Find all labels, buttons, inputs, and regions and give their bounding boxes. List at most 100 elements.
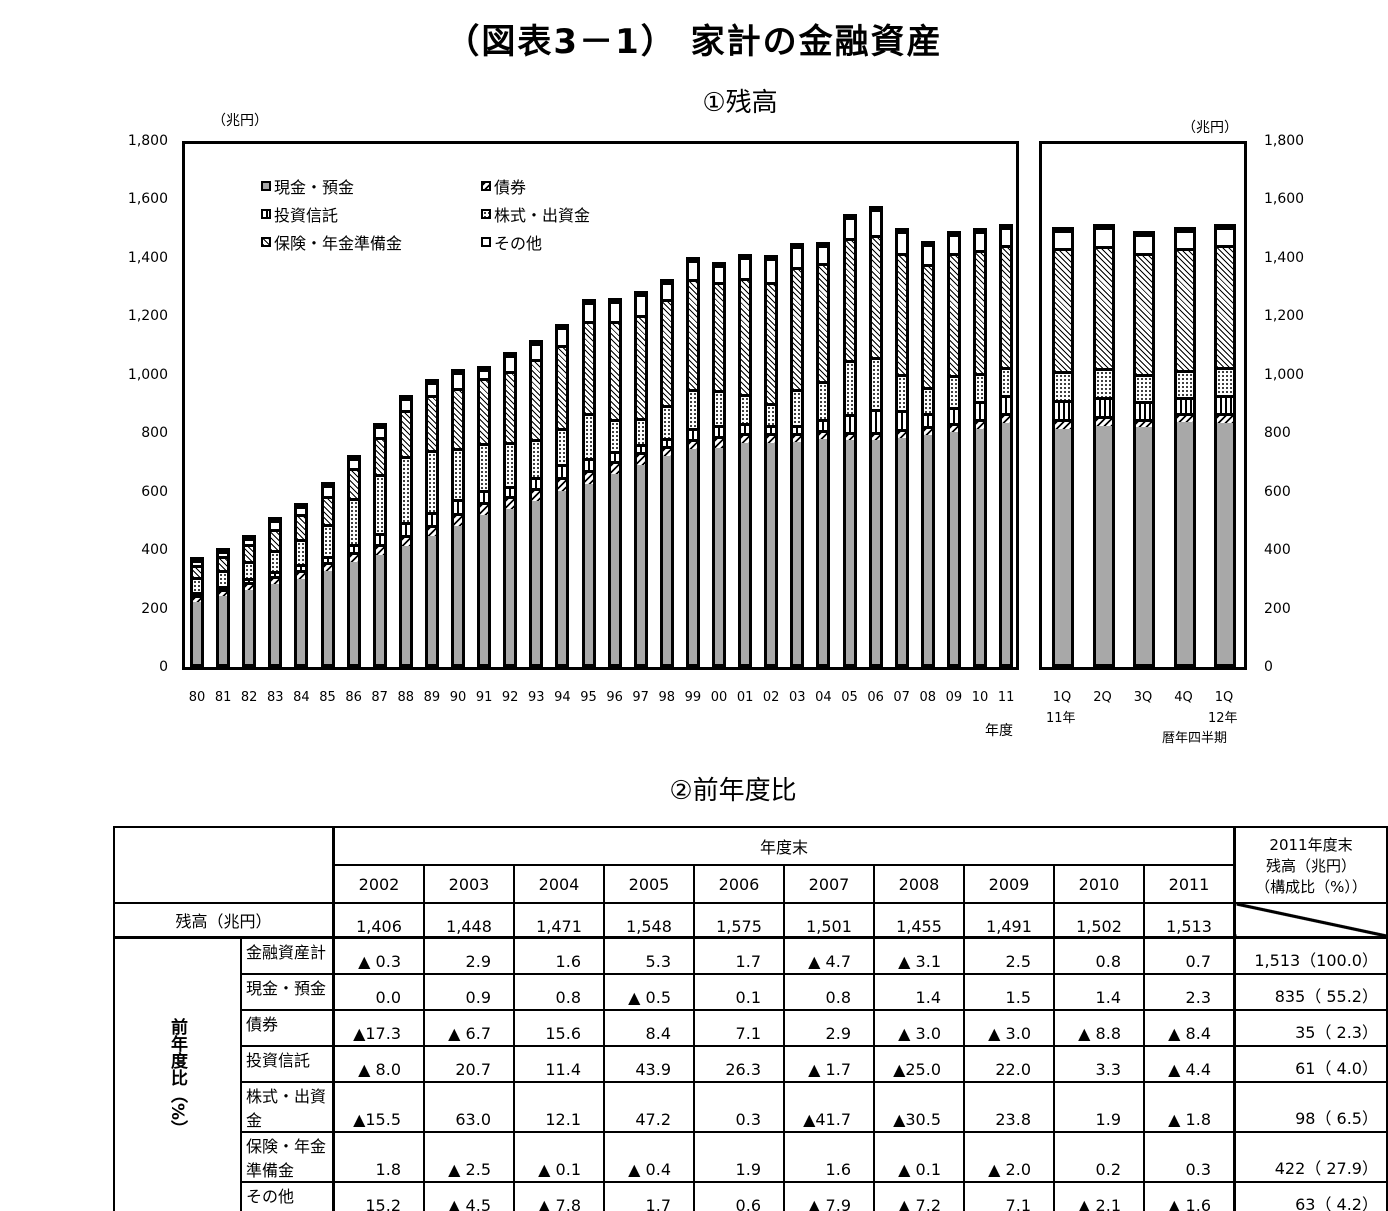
stacked-bar — [1173, 226, 1196, 667]
yoy-value: ▲ 0.3 — [332, 936, 425, 975]
stacked-bar — [503, 351, 518, 667]
yoy-value: ▲ 0.1 — [873, 1131, 965, 1183]
bar-segment — [1095, 415, 1112, 426]
x-tick-label: 94 — [554, 690, 571, 705]
legend-swatch-icon — [481, 237, 491, 247]
x-tick-label: 09 — [945, 690, 963, 705]
bar-segment — [1055, 248, 1071, 372]
x-tick-label: 11 — [997, 690, 1015, 705]
bar-segment — [845, 414, 854, 432]
x-tick-label: 1Q — [1214, 690, 1234, 705]
yoy-value: 2.9 — [783, 1009, 875, 1047]
bar-segment — [193, 602, 201, 664]
stacked-bar — [190, 556, 204, 667]
yoy-value: ▲ 8.4 — [1143, 1009, 1236, 1047]
stacked-bar — [868, 206, 883, 667]
yoy-row: 株式・出資金 ▲15.5 63.0 12.1 47.2 0.3 ▲41.7 ▲30.5 23.8… — [114, 1081, 1388, 1133]
yoy-value: 26.3 — [693, 1045, 785, 1083]
bar-segment — [897, 252, 906, 375]
stacked-bar — [712, 261, 726, 667]
composition-value: 422（ 27.9） — [1233, 1131, 1388, 1183]
bar-segment — [1002, 395, 1011, 413]
bar-segment — [897, 230, 906, 253]
yoy-value: 47.2 — [603, 1081, 695, 1133]
legend-label: 債券 — [494, 178, 527, 197]
bar-segment — [610, 419, 619, 451]
yoy-row: 現金・預金 0.0 0.9 0.8 ▲ 0.5 0.1 0.8 1.4 1.5 1.4 2.3 835… — [114, 973, 1388, 1011]
bar-segment — [193, 559, 201, 565]
bar-segment — [1176, 248, 1193, 370]
yoy-value: 1.9 — [1053, 1081, 1145, 1133]
x-tick-label: 84 — [293, 690, 310, 705]
bar-segment — [219, 585, 228, 590]
bar-segment — [715, 424, 723, 437]
year-header: 2003 — [423, 864, 515, 904]
bar-segment — [1136, 401, 1152, 419]
yoy-row: 債券 ▲17.3 ▲ 6.7 15.6 8.4 7.1 2.9 ▲ 3.0 ▲ 3.0 ▲ 8.8… — [114, 1009, 1388, 1047]
last-col-header: 2011年度末 残高（兆円） （構成比（%）） — [1233, 826, 1388, 904]
bar-segment — [923, 413, 932, 427]
y-tick-label: 0 — [1264, 659, 1273, 675]
yoy-value: ▲ 3.1 — [873, 936, 965, 975]
bar-segment — [297, 578, 306, 664]
yoy-value: 7.1 — [693, 1009, 785, 1047]
bar-segment — [845, 440, 854, 664]
bar-segment — [1136, 418, 1152, 428]
yoy-value: 11.4 — [513, 1045, 605, 1083]
bar-segment — [245, 581, 254, 590]
yoy-value: 5.3 — [603, 936, 695, 975]
x-tick-label: 3Q — [1133, 690, 1153, 705]
bar-segment — [245, 577, 254, 582]
yoy-value: 20.7 — [423, 1045, 515, 1083]
bar-segment — [1095, 245, 1112, 369]
legend-label: その他 — [494, 234, 543, 253]
y-tick-label: 200 — [141, 600, 168, 617]
bar-segment — [454, 448, 462, 499]
bar-segment — [715, 390, 723, 425]
yoy-value: ▲41.7 — [783, 1081, 875, 1133]
bar-segment — [767, 258, 776, 282]
y-tick-label: 200 — [1264, 600, 1291, 617]
yoy-value: ▲ 3.0 — [963, 1009, 1055, 1047]
yoy-table: 年度末 2011年度末 残高（兆円） （構成比（%）） 2002 2003 2004 2005… — [113, 826, 1388, 1211]
bar-segment — [662, 282, 671, 300]
bar-segment — [349, 543, 358, 553]
x-tick-label: 05 — [841, 690, 858, 705]
yoy-value: 0.8 — [1053, 936, 1145, 975]
x-tick-label: 07 — [893, 690, 910, 705]
x-tick-label: 1Q — [1052, 690, 1072, 705]
bar-segment — [558, 491, 567, 664]
bar-segment — [715, 447, 723, 664]
yoy-value: ▲ 8.0 — [332, 1045, 425, 1083]
bar-segment — [401, 398, 410, 410]
yoy-value: 0.6 — [693, 1181, 785, 1211]
bar-segment — [401, 534, 410, 547]
header-row-years: 2002 2003 2004 2005 2006 2007 2008 2009 2010 2011 — [114, 864, 1387, 904]
x-tick-label: 10 — [971, 690, 989, 705]
legend-swatch-icon — [261, 209, 271, 219]
bar-segment — [427, 395, 436, 450]
bar-segment — [845, 238, 854, 360]
bar-segment — [1176, 412, 1193, 422]
bar-segment — [349, 457, 358, 468]
x-tick-label: 81 — [214, 690, 232, 705]
bar-segment — [949, 423, 958, 432]
yoy-value: 15.2 — [332, 1181, 425, 1211]
bar-segment — [1217, 245, 1233, 368]
plot-area-annual: 現金・預金 債券 投資信託 株式・出資金 保険・年金準備金 その他 — [182, 141, 1019, 670]
y-tick-label: 400 — [141, 542, 168, 559]
bar-segment — [480, 514, 489, 664]
bar-segment — [949, 431, 958, 664]
bar-segment — [454, 526, 462, 664]
legend-label: 現金・預金 — [274, 178, 355, 197]
bar-segment — [715, 436, 723, 448]
bar-segment — [245, 543, 254, 561]
bar-segment — [245, 560, 254, 578]
x-tick-label: 86 — [345, 690, 362, 705]
bar-segment — [297, 570, 306, 579]
bar-segment — [1095, 397, 1112, 416]
bar-segment — [584, 469, 593, 484]
bar-segment — [636, 293, 645, 316]
yoy-value: ▲ 2.0 — [963, 1131, 1055, 1183]
